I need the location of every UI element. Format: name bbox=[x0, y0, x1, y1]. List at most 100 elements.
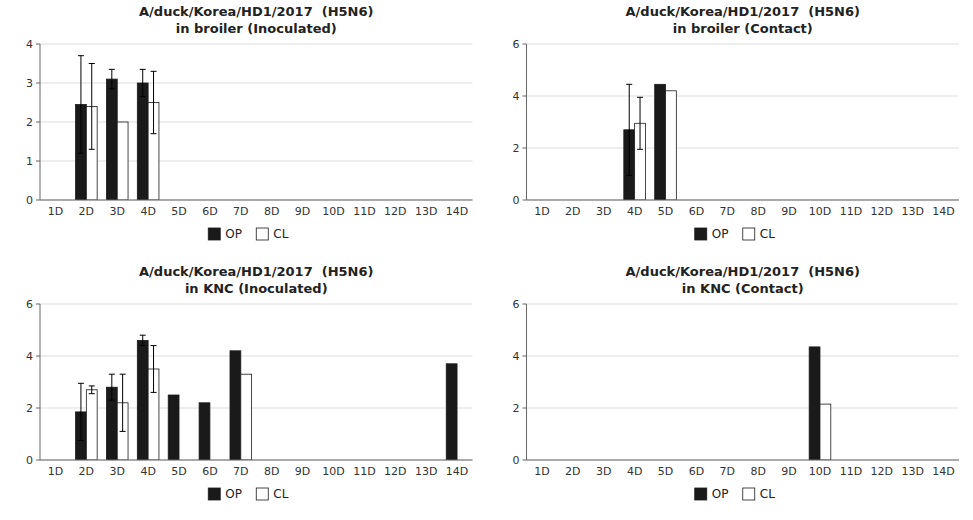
legend: OPCL bbox=[208, 227, 288, 241]
x-tick-label: 13D bbox=[415, 465, 437, 478]
grid-line bbox=[40, 83, 473, 84]
y-tick-label: 2 bbox=[26, 402, 33, 415]
x-tick-label: 1D bbox=[534, 465, 549, 478]
bar bbox=[86, 390, 97, 460]
error-bar bbox=[120, 374, 126, 431]
x-tick-label: 10D bbox=[809, 465, 831, 478]
x-tick-label: 8D bbox=[264, 465, 279, 478]
title: A/duck/Korea/HD1/2017 (H5N6) bbox=[626, 264, 860, 279]
legend-swatch bbox=[256, 488, 268, 500]
y-tick bbox=[523, 148, 527, 149]
x-tick-label: 12D bbox=[871, 205, 893, 218]
error-bar bbox=[78, 383, 84, 440]
y-tick-label: 0 bbox=[26, 194, 33, 207]
bar bbox=[820, 404, 831, 460]
bar bbox=[655, 84, 666, 200]
error-bar bbox=[140, 335, 146, 345]
legend-swatch bbox=[695, 488, 707, 500]
grid-line bbox=[527, 96, 960, 97]
title: A/duck/Korea/HD1/2017 (H5N6) bbox=[626, 4, 860, 19]
grid-line bbox=[527, 304, 960, 305]
bar bbox=[117, 122, 128, 200]
title: A/duck/Korea/HD1/2017 (H5N6) bbox=[139, 4, 373, 19]
bar bbox=[137, 340, 148, 460]
legend-label: OP bbox=[712, 227, 729, 241]
x-tick-label: 3D bbox=[596, 205, 611, 218]
grid-line bbox=[527, 44, 960, 45]
x-tick-label: 11D bbox=[840, 205, 862, 218]
y-tick bbox=[36, 356, 40, 357]
subtitle: in broiler (Inoculated) bbox=[176, 21, 337, 36]
y-tick bbox=[36, 122, 40, 123]
legend-label: CL bbox=[273, 227, 288, 241]
x-tick-label: 1D bbox=[534, 205, 549, 218]
x-tick-label: 12D bbox=[871, 465, 893, 478]
x-tick-label: 11D bbox=[840, 465, 862, 478]
x-tick-label: 5D bbox=[658, 205, 673, 218]
y-tick bbox=[36, 200, 40, 201]
x-tick-label: 13D bbox=[901, 465, 923, 478]
figure: A/duck/Korea/HD1/2017 (H5N6) in broiler (… bbox=[0, 0, 973, 520]
x-tick-label: 5D bbox=[171, 465, 186, 478]
x-tick-label: 3D bbox=[109, 465, 124, 478]
y-tick bbox=[36, 83, 40, 84]
panel: A/duck/Korea/HD1/2017 (H5N6)in KNC (Inoc… bbox=[26, 264, 473, 501]
y-tick bbox=[523, 356, 527, 357]
y-tick-label: 6 bbox=[26, 298, 33, 311]
y-tick-label: 1 bbox=[26, 155, 33, 168]
legend-swatch bbox=[743, 228, 755, 240]
legend: OPCL bbox=[695, 227, 775, 241]
x-tick-label: 7D bbox=[233, 205, 248, 218]
grid-line bbox=[527, 356, 960, 357]
y-tick-label: 3 bbox=[26, 77, 33, 90]
x-tick-label: 8D bbox=[264, 205, 279, 218]
y-tick bbox=[36, 460, 40, 461]
y-axis bbox=[40, 44, 41, 200]
y-tick-label: 0 bbox=[513, 454, 520, 467]
x-tick-label: 6D bbox=[202, 205, 217, 218]
grid-line bbox=[40, 408, 473, 409]
bars bbox=[76, 335, 458, 460]
bar bbox=[446, 364, 457, 460]
x-tick-label: 5D bbox=[171, 205, 186, 218]
x-tick-label: 11D bbox=[353, 205, 375, 218]
legend-swatch bbox=[695, 228, 707, 240]
y-tick-label: 2 bbox=[26, 116, 33, 129]
bar bbox=[230, 351, 241, 460]
grid-line bbox=[527, 408, 960, 409]
error-bar bbox=[140, 69, 146, 96]
y-tick bbox=[523, 408, 527, 409]
y-tick-label: 2 bbox=[513, 142, 520, 155]
x-tick-label: 3D bbox=[596, 465, 611, 478]
x-tick-label: 5D bbox=[658, 465, 673, 478]
y-tick-label: 6 bbox=[513, 38, 520, 51]
error-bar bbox=[637, 97, 643, 149]
bars bbox=[76, 56, 159, 200]
error-bar bbox=[109, 69, 115, 89]
x-tick-label: 14D bbox=[932, 205, 954, 218]
y-axis bbox=[40, 304, 41, 460]
x-tick-label: 11D bbox=[353, 465, 375, 478]
x-tick-label: 14D bbox=[932, 465, 954, 478]
panel: A/duck/Korea/HD1/2017 (H5N6)in KNC (Cont… bbox=[513, 264, 960, 501]
x-tick-label: 4D bbox=[627, 205, 642, 218]
x-tick-label: 12D bbox=[384, 205, 406, 218]
x-tick-label: 6D bbox=[689, 205, 704, 218]
x-tick-label: 1D bbox=[48, 465, 63, 478]
x-tick-label: 13D bbox=[415, 205, 437, 218]
x-tick-label: 4D bbox=[627, 465, 642, 478]
bar bbox=[168, 395, 179, 460]
grid-line bbox=[40, 122, 473, 123]
grid-line bbox=[40, 161, 473, 162]
y-tick-label: 0 bbox=[513, 194, 520, 207]
x-tick-label: 3D bbox=[109, 205, 124, 218]
y-axis bbox=[526, 304, 527, 460]
legend-label: OP bbox=[225, 487, 242, 501]
y-tick bbox=[523, 200, 527, 201]
y-tick-label: 4 bbox=[26, 350, 33, 363]
legend: OPCL bbox=[208, 487, 288, 501]
grid-line bbox=[40, 200, 473, 201]
y-tick bbox=[36, 408, 40, 409]
x-tick-label: 12D bbox=[384, 465, 406, 478]
x-axis bbox=[40, 200, 473, 201]
